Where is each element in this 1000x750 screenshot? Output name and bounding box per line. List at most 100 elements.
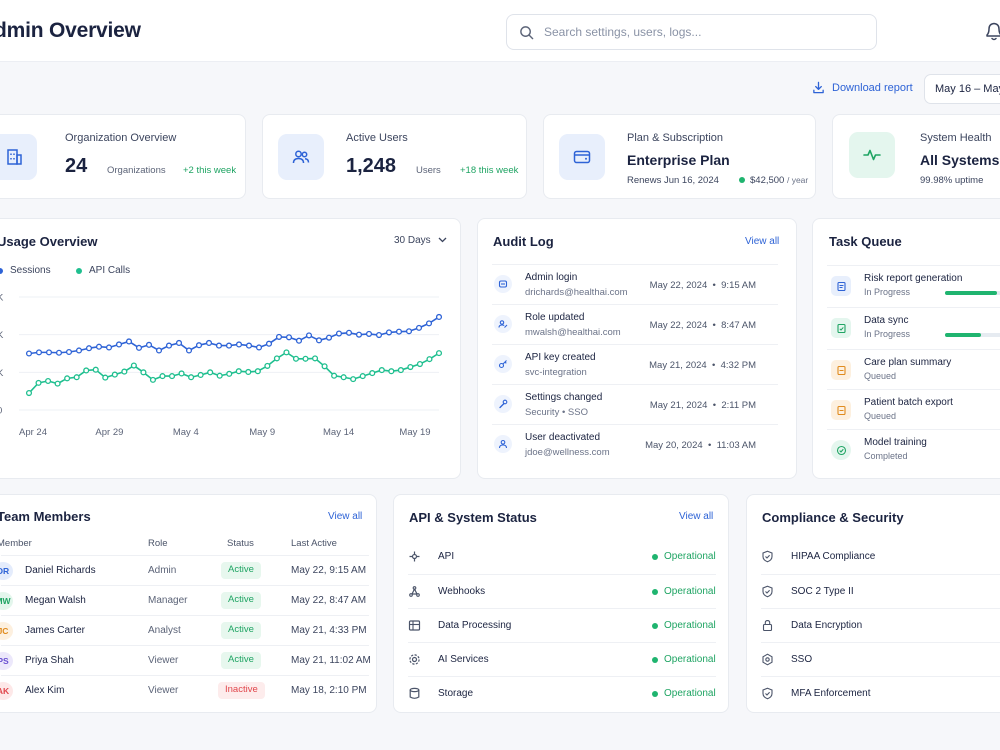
task-status: In Progress [864, 287, 911, 297]
audit-row[interactable]: Settings changed Security • SSO May 21, … [492, 384, 778, 424]
task-row[interactable]: Care plan summary Queued [827, 349, 1000, 389]
task-name: Model training [864, 437, 927, 448]
audit-row[interactable]: Admin login drichards@healthai.com May 2… [492, 264, 778, 304]
data-point [340, 374, 347, 381]
team-title: Team Members [0, 509, 91, 524]
data-point [55, 349, 63, 356]
download-report-button[interactable]: Download report [812, 81, 913, 94]
team-view-all-link[interactable]: View all [328, 511, 363, 522]
data-point [25, 350, 33, 357]
legend-dot [0, 267, 3, 274]
search-input[interactable] [544, 25, 854, 39]
data-point [54, 380, 61, 387]
audit-date: May 21, 2024 [649, 400, 708, 411]
data-point [285, 334, 293, 341]
table-row[interactable]: AK Alex Kim Viewer Inactive May 18, 2:10… [0, 675, 369, 705]
data-point [254, 368, 261, 375]
system-status-label: Operational [664, 654, 716, 665]
avatar: MW [0, 592, 13, 610]
system-row[interactable]: AI Services Operational [408, 642, 716, 676]
gear-icon [409, 654, 420, 665]
member-last-active: May 21, 11:02 AM [291, 655, 371, 666]
api-view-all-link[interactable]: View all [679, 511, 714, 522]
audit-row[interactable]: API key created svc-integration May 21, … [492, 344, 778, 384]
data-point [35, 349, 43, 356]
system-row[interactable]: Storage Operational [408, 676, 716, 710]
member-role: Analyst [148, 625, 181, 636]
stat-card-organizations[interactable]: Organization Overview 24 Organizations +… [0, 114, 246, 199]
task-row[interactable]: Data sync In Progress [827, 307, 1000, 347]
table-row[interactable]: PS Priya Shah Viewer Active May 21, 11:0… [0, 645, 371, 675]
data-point [185, 347, 193, 354]
x-tick-label: May 14 [323, 427, 354, 438]
avatar: JC [0, 622, 13, 640]
task-row[interactable]: Model training Completed [827, 429, 1000, 469]
stat-card-system-health[interactable]: System Health All Systems 99.98% uptime [832, 114, 1000, 199]
data-point [195, 342, 203, 349]
data-point [435, 313, 443, 321]
task-progress-bar [945, 333, 1000, 337]
data-point [140, 369, 147, 376]
compliance-row[interactable]: MFA Enforcement [761, 676, 1000, 710]
data-point [159, 373, 166, 380]
data-point [121, 368, 128, 375]
stat-value: Enterprise Plan [627, 152, 730, 168]
task-row[interactable]: Patient batch export Queued [827, 389, 1000, 429]
legend-label: API Calls [89, 265, 131, 276]
compliance-row[interactable]: SSO [761, 642, 1000, 676]
member-role: Admin [148, 565, 177, 576]
audit-actor: jdoe@wellness.com [525, 447, 610, 458]
table-row[interactable]: MW Megan Walsh Manager Active May 22, 8:… [0, 585, 369, 615]
audit-row[interactable]: User deactivated jdoe@wellness.com May 2… [492, 424, 778, 464]
doc-icon [831, 360, 851, 380]
data-point [65, 348, 73, 356]
audit-event: Settings changed [525, 392, 603, 403]
table-row[interactable]: DR Daniel Richards Admin Active May 22, … [0, 555, 369, 585]
data-point [305, 332, 313, 339]
x-tick-label: Apr 24 [19, 427, 47, 438]
data-point [311, 355, 319, 362]
table-row[interactable]: JC James Carter Analyst Active May 21, 4… [0, 615, 369, 645]
range-select[interactable]: 30 Days [394, 235, 447, 246]
data-point [165, 342, 173, 349]
wrench-icon [494, 395, 512, 413]
search-box[interactable] [506, 14, 877, 50]
system-row[interactable]: Webhooks Operational [408, 574, 716, 608]
report-icon [831, 276, 851, 296]
system-row[interactable]: API Operational [408, 540, 716, 574]
audit-view-all-link[interactable]: View all [745, 236, 780, 247]
data-point [388, 368, 395, 375]
gear-shield-icon [762, 653, 773, 666]
data-point [369, 370, 376, 377]
legend-dot [76, 267, 82, 274]
shield-check-icon [762, 687, 773, 700]
stat-card-active-users[interactable]: Active Users 1,248 Users +18 this week [262, 114, 527, 199]
bell-icon[interactable] [984, 20, 1000, 42]
compliance-row[interactable]: Data Encryption [761, 608, 1000, 642]
system-row[interactable]: Data Processing Operational [408, 608, 716, 642]
chevron-down-icon [439, 237, 447, 243]
task-row[interactable]: Risk report generation In Progress [827, 265, 1000, 305]
data-point [197, 371, 204, 379]
avatar: DR [0, 562, 13, 580]
task-title: Task Queue [829, 234, 902, 249]
sync-icon [831, 318, 851, 338]
audit-row[interactable]: Role updated mwalsh@healthai.com May 22,… [492, 304, 778, 344]
page-title: dmin Overview [0, 19, 141, 42]
data-point [355, 331, 363, 338]
compliance-row[interactable]: SOC 2 Type II [761, 574, 1000, 608]
compliance-title: Compliance & Security [762, 510, 904, 525]
compliance-row[interactable]: HIPAA Compliance [761, 540, 1000, 574]
system-status-label: Operational [664, 551, 716, 562]
stat-card-plan[interactable]: Plan & Subscription Enterprise Plan Rene… [543, 114, 816, 199]
avatar: AK [0, 682, 13, 700]
renewal-date: Renews Jun 16, 2024 [627, 175, 719, 186]
legend-api-calls: API Calls [76, 265, 130, 276]
stat-label: Active Users [346, 132, 408, 144]
data-point [415, 324, 423, 331]
member-name: Megan Walsh [25, 595, 86, 606]
audit-datetime: May 20, 2024 • 11:03 AM [645, 440, 756, 451]
status-badge: Active [221, 592, 261, 609]
stat-delta: +18 this week [460, 165, 519, 176]
date-range-picker[interactable]: May 16 – May [924, 74, 1000, 104]
